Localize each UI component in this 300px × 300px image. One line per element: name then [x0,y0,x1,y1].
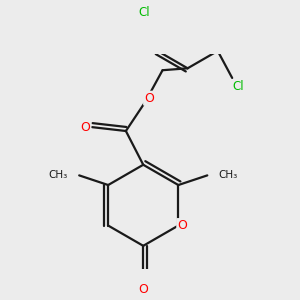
Text: Cl: Cl [138,6,150,19]
Text: O: O [144,92,154,105]
Text: O: O [177,219,187,232]
Text: CH₃: CH₃ [219,170,238,180]
Text: Cl: Cl [232,80,244,93]
Text: O: O [80,121,90,134]
Text: CH₃: CH₃ [48,170,68,180]
Text: O: O [138,283,148,296]
